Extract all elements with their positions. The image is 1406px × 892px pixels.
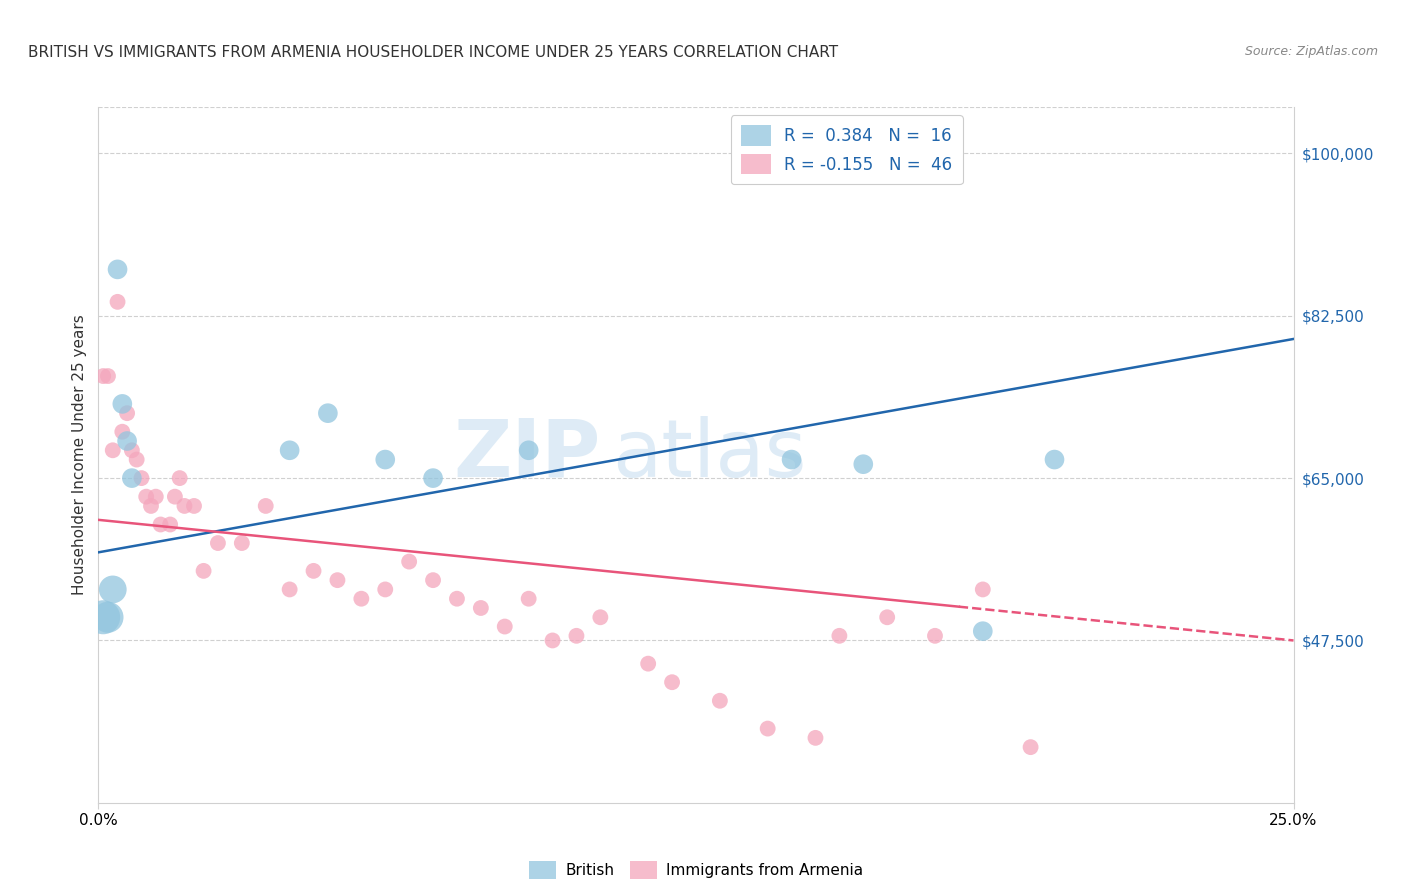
Point: [661, 675, 683, 690]
Point: [149, 517, 172, 532]
Point: [193, 564, 215, 578]
Point: [97, 369, 120, 384]
Point: [91, 610, 114, 624]
Point: [374, 452, 396, 467]
Point: [107, 294, 129, 309]
Point: [135, 490, 157, 504]
Point: [852, 457, 875, 471]
Legend: British, Immigrants from Armenia: British, Immigrants from Armenia: [523, 855, 869, 886]
Point: [924, 629, 946, 643]
Point: [589, 610, 612, 624]
Point: [350, 591, 373, 606]
Point: [101, 443, 124, 458]
Point: [121, 443, 143, 458]
Point: [302, 564, 325, 578]
Point: [422, 471, 444, 485]
Point: [517, 443, 540, 458]
Point: [163, 490, 186, 504]
Point: [398, 555, 420, 569]
Point: [876, 610, 898, 624]
Point: [173, 499, 195, 513]
Point: [541, 633, 564, 648]
Point: [278, 582, 301, 597]
Point: [422, 573, 444, 587]
Point: [111, 397, 134, 411]
Point: [183, 499, 205, 513]
Point: [316, 406, 339, 420]
Point: [97, 610, 120, 624]
Point: [231, 536, 253, 550]
Point: [1019, 740, 1042, 755]
Text: atlas: atlas: [613, 416, 807, 494]
Point: [709, 694, 731, 708]
Point: [637, 657, 659, 671]
Point: [254, 499, 277, 513]
Text: Source: ZipAtlas.com: Source: ZipAtlas.com: [1244, 45, 1378, 58]
Point: [111, 425, 134, 439]
Point: [101, 582, 124, 597]
Text: BRITISH VS IMMIGRANTS FROM ARMENIA HOUSEHOLDER INCOME UNDER 25 YEARS CORRELATION: BRITISH VS IMMIGRANTS FROM ARMENIA HOUSE…: [28, 45, 838, 60]
Point: [756, 722, 779, 736]
Point: [494, 619, 516, 633]
Point: [115, 434, 138, 448]
Point: [207, 536, 229, 550]
Point: [972, 624, 994, 639]
Point: [159, 517, 181, 532]
Point: [278, 443, 301, 458]
Point: [115, 406, 138, 420]
Point: [91, 369, 114, 384]
Point: [565, 629, 588, 643]
Point: [446, 591, 468, 606]
Point: [972, 582, 994, 597]
Point: [145, 490, 167, 504]
Text: ZIP: ZIP: [453, 416, 600, 494]
Point: [780, 452, 803, 467]
Point: [131, 471, 153, 485]
Point: [107, 262, 129, 277]
Point: [326, 573, 349, 587]
Point: [1043, 452, 1066, 467]
Y-axis label: Householder Income Under 25 years: Householder Income Under 25 years: [72, 315, 87, 595]
Point: [804, 731, 827, 745]
Point: [125, 452, 148, 467]
Point: [828, 629, 851, 643]
Point: [517, 591, 540, 606]
Point: [169, 471, 191, 485]
Point: [470, 601, 492, 615]
Point: [139, 499, 162, 513]
Point: [121, 471, 143, 485]
Point: [374, 582, 396, 597]
